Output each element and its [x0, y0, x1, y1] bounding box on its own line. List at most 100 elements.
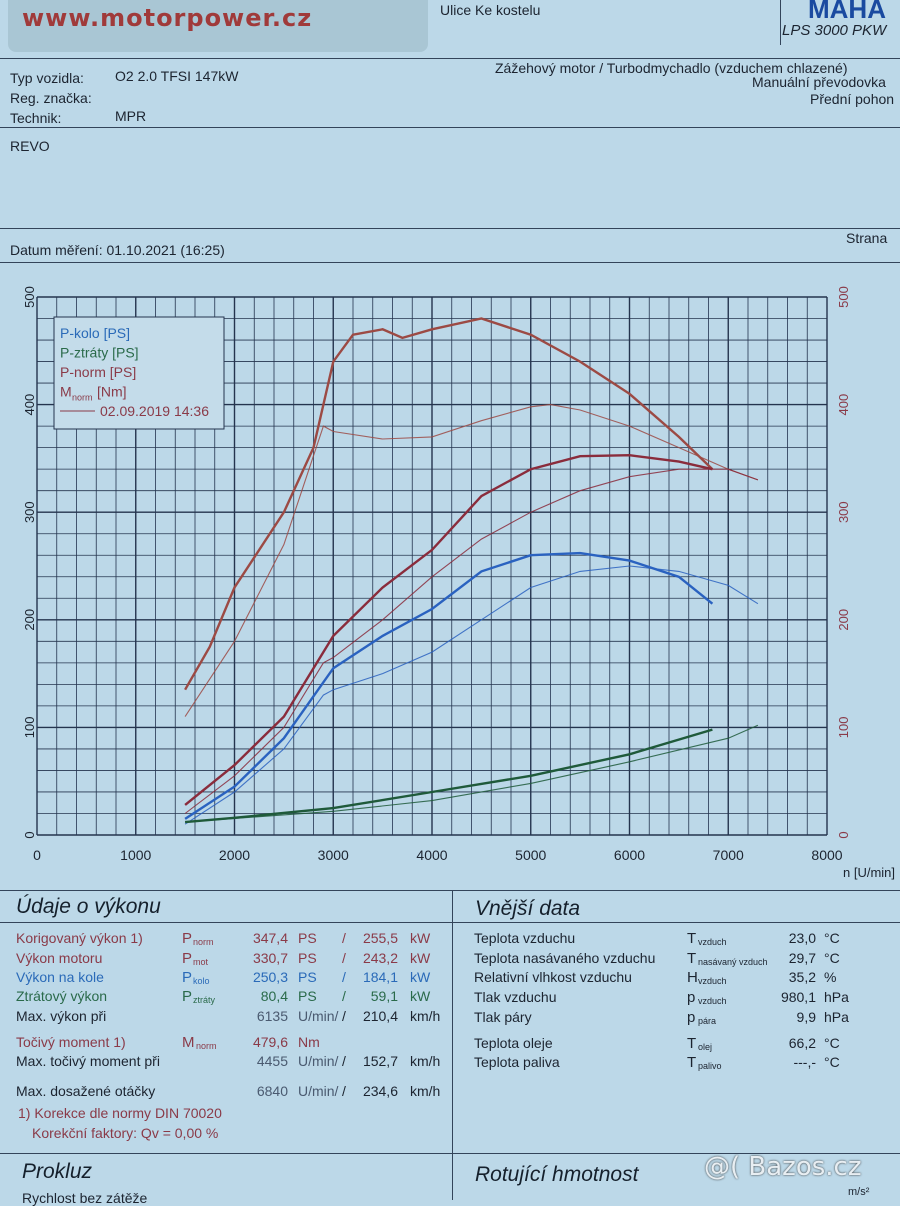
divider	[780, 0, 781, 45]
vehicle-type-label: Typ vozidla:	[10, 70, 84, 86]
perf-unit2: km/h	[410, 1008, 441, 1024]
ext-value: 980,1	[780, 989, 816, 1005]
rotating-mass-unit: m/s²	[848, 1186, 870, 1198]
legend-item: 02.09.2019 14:36	[100, 403, 209, 419]
y-tick-label-left: 100	[22, 717, 37, 739]
y-tick-label-right: 400	[836, 394, 851, 416]
slip-row: Rychlost bez zátěže	[22, 1190, 148, 1206]
divider	[0, 58, 900, 59]
technician-label: Technik:	[10, 110, 62, 126]
x-axis-label: n [U/min]	[843, 865, 895, 880]
perf-value2: 210,4	[362, 1008, 398, 1024]
ext-label: Teplota paliva	[474, 1054, 560, 1070]
perf-unit2: km/h	[410, 1053, 441, 1069]
ext-value: 9,9	[796, 1009, 816, 1025]
perf-value1: 479,6	[252, 1034, 288, 1050]
perf-symbol: P	[182, 930, 193, 947]
x-tick-label: 2000	[219, 847, 250, 863]
y-tick-label-left: 0	[22, 831, 37, 838]
x-tick-label: 6000	[614, 847, 645, 863]
x-tick-label: 5000	[515, 847, 546, 863]
legend-item: M	[60, 384, 72, 400]
series-line-norm-comparison	[184, 468, 759, 814]
perf-unit1: PS	[298, 930, 317, 946]
perf-value1: 330,7	[252, 950, 288, 966]
ext-label: Teplota nasávaného vzduchu	[474, 950, 656, 966]
perf-symbol-sub: norm	[193, 937, 214, 947]
ext-unit: °C	[824, 1054, 840, 1070]
perf-value1: 250,3	[252, 969, 288, 985]
divider	[0, 890, 900, 891]
slash: /	[342, 1083, 346, 1099]
ext-label: Tlak páry	[474, 1009, 532, 1025]
ext-value: ---,-	[793, 1054, 816, 1070]
perf-unit2: kW	[410, 930, 431, 946]
x-tick-label: 7000	[713, 847, 744, 863]
perf-label: Max. výkon při	[16, 1008, 107, 1024]
y-tick-label-right: 200	[836, 609, 851, 631]
perf-value2: 184,1	[362, 969, 398, 985]
brand-logo: MAHA	[808, 0, 886, 24]
slash: /	[342, 950, 346, 966]
ext-label: Relativní vlhkost vzduchu	[474, 969, 632, 985]
x-tick-label: 8000	[811, 847, 842, 863]
measurement-date: Datum měření: 01.10.2021 (16:25)	[10, 242, 225, 258]
perf-unit1: Nm	[298, 1034, 320, 1050]
perf-value1: 4455	[256, 1053, 288, 1069]
perf-label: Ztrátový výkon	[16, 988, 108, 1004]
perf-unit1: U/min/	[298, 1083, 339, 1099]
perf-label: Výkon motoru	[16, 950, 103, 966]
ext-symbol: H	[687, 969, 698, 986]
perf-value2: 152,7	[362, 1053, 398, 1069]
perf-label: Korigovaný výkon 1)	[16, 930, 143, 946]
dyno-model: LPS 3000 PKW	[782, 22, 887, 39]
perf-value1: 347,4	[252, 930, 288, 946]
perf-value2: 234,6	[362, 1083, 398, 1099]
ext-unit: %	[824, 969, 837, 985]
external-data-title: Vnější data	[475, 897, 581, 920]
perf-unit2: kW	[410, 950, 431, 966]
ext-symbol: p	[687, 989, 696, 1006]
perf-label: Max. dosažené otáčky	[16, 1083, 156, 1099]
correction-note: 1) Korekce dle normy DIN 70020	[18, 1105, 222, 1121]
x-tick-label: 4000	[416, 847, 447, 863]
perf-value1: 6135	[256, 1008, 288, 1024]
perf-symbol-sub: kolo	[193, 976, 210, 986]
ext-unit: hPa	[824, 1009, 849, 1025]
perf-unit1: PS	[298, 950, 317, 966]
series-line-ztraty	[184, 728, 713, 824]
series-line-mnorm-comparison	[184, 404, 759, 717]
legend-box	[53, 316, 225, 430]
note: REVO	[10, 138, 50, 154]
perf-symbol-sub: mot	[193, 957, 209, 967]
perf-unit2: kW	[410, 988, 431, 1004]
engine-type: Zážehový motor / Turbodmychadlo (vzduche…	[495, 60, 848, 76]
ext-symbol-sub: vzduch	[698, 976, 727, 986]
logo: www.motorpower.cz	[8, 0, 428, 52]
ext-symbol: T	[687, 930, 697, 947]
perf-symbol-sub: ztráty	[193, 995, 216, 1005]
legend-item: P-ztráty [PS]	[60, 345, 139, 361]
ext-symbol-sub: nasávaný vzduch	[698, 957, 768, 967]
x-tick-label: 3000	[318, 847, 349, 863]
ext-value: 23,0	[788, 930, 816, 946]
ext-value: 66,2	[788, 1035, 816, 1051]
ext-value: 29,7	[788, 950, 816, 966]
y-tick-label-right: 0	[836, 831, 851, 838]
x-tick-label: 0	[33, 847, 41, 863]
perf-symbol-sub: norm	[196, 1041, 217, 1051]
legend-item: P-norm [PS]	[60, 364, 136, 380]
perf-value1: 6840	[256, 1083, 288, 1099]
ext-value: 35,2	[788, 969, 816, 985]
perf-label: Točivý moment 1)	[16, 1034, 126, 1050]
perf-value2: 243,2	[362, 950, 398, 966]
legend-unit: [Nm]	[97, 384, 127, 400]
x-tick-label: 1000	[120, 847, 151, 863]
ext-label: Tlak vzduchu	[474, 989, 557, 1005]
perf-unit1: U/min/	[298, 1008, 339, 1024]
ext-unit: °C	[824, 930, 840, 946]
legend-sub: norm	[72, 393, 93, 403]
dyno-chart: 0 1000 2000 3000 4000 5000 6000 7000 8000 0 0 100 10…	[22, 286, 895, 880]
series-line-mnorm	[184, 317, 714, 691]
address: Ulice Ke kostelu	[440, 2, 541, 18]
